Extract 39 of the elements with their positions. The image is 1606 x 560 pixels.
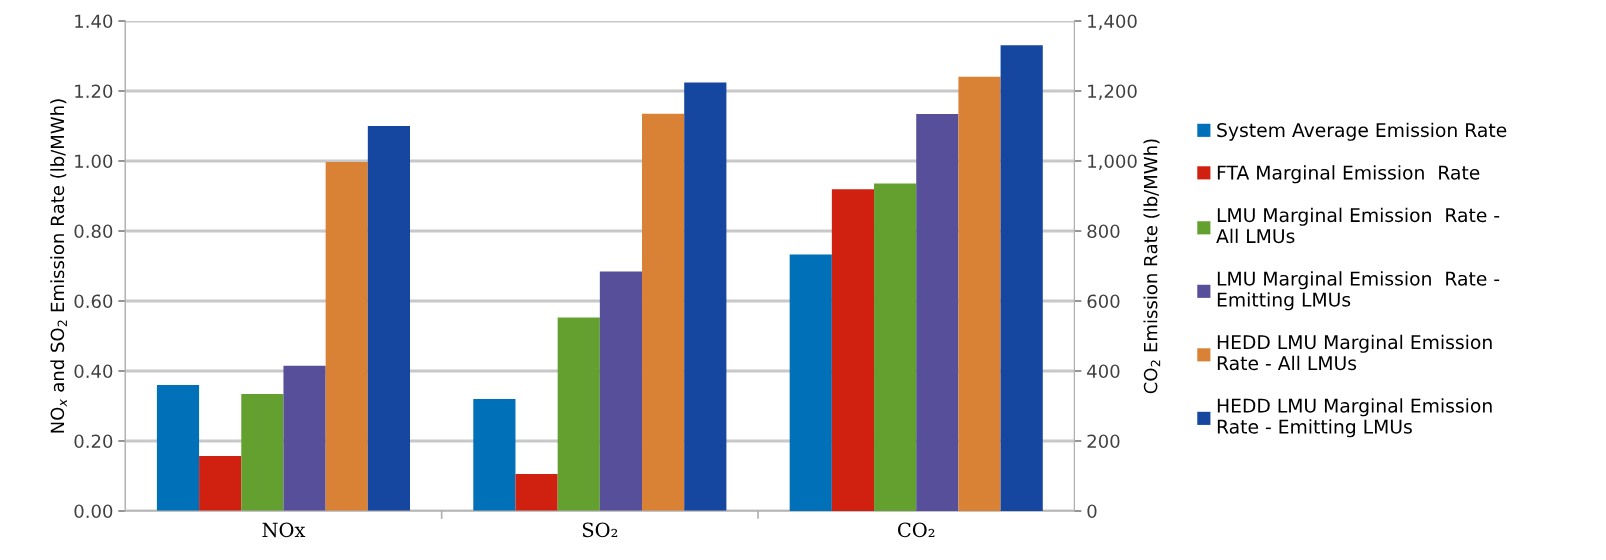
y-tick-label: 1.40: [75, 14, 113, 29]
legend-label: FTA Marginal Emission Rate: [1217, 165, 1480, 184]
legend-label: HEDD LMU Marginal Emission Rate - All LMUs: [1217, 334, 1492, 371]
y2-axis-title: CO$_{2}$ Emission Rate (lb/MWh): [1143, 139, 1161, 394]
y2-tick-label: 1,400: [1088, 14, 1137, 30]
y2-tick-label: 0: [1087, 504, 1097, 519]
bar: [473, 399, 516, 511]
y-tick-label: 0.20: [74, 434, 113, 449]
bar: [557, 317, 600, 511]
y-tick-label: 1.00: [75, 154, 113, 169]
y2-tick-label: 400: [1087, 364, 1120, 379]
x-tick-label: CO₂: [898, 522, 935, 538]
bar: [241, 394, 284, 511]
y-tick-label: 0.80: [74, 224, 113, 239]
y-tick-label: 0.60: [74, 294, 113, 309]
bar: [515, 473, 558, 511]
legend-label: HEDD LMU Marginal Emission Rate - Emitting LMUs: [1217, 398, 1492, 438]
bar: [156, 385, 200, 511]
y2-tick-label: 1,200: [1088, 84, 1137, 100]
bar: [684, 82, 727, 511]
y2-tick-label: 600: [1087, 294, 1120, 309]
y-axis-title: NO$_{x}$ and SO$_{2}$ Emission Rate (lb/MWh): [50, 99, 67, 433]
x-tick-label: NOx: [262, 522, 306, 538]
bar: [599, 271, 643, 511]
y2-tick-label: 800: [1087, 224, 1120, 239]
bar: [283, 365, 326, 511]
bar: [642, 113, 685, 511]
y2-tick-label: 1,000: [1088, 154, 1137, 170]
bar: [325, 162, 368, 511]
x-tick-label: SO₂: [582, 522, 618, 538]
y2-tick-label: 200: [1087, 434, 1120, 449]
legend-label: LMU Marginal Emission Rate - All LMUs: [1216, 207, 1500, 244]
legend-label: LMU Marginal Emission Rate - Emitting LMUs: [1217, 271, 1500, 311]
bar: [367, 126, 411, 511]
bar: [199, 456, 242, 511]
y-tick-label: 0.40: [74, 364, 113, 379]
legend-label: System Average Emission Rate: [1217, 122, 1507, 141]
y-tick-label: 0.00: [74, 504, 113, 519]
y-tick-label: 1.20: [75, 84, 113, 99]
